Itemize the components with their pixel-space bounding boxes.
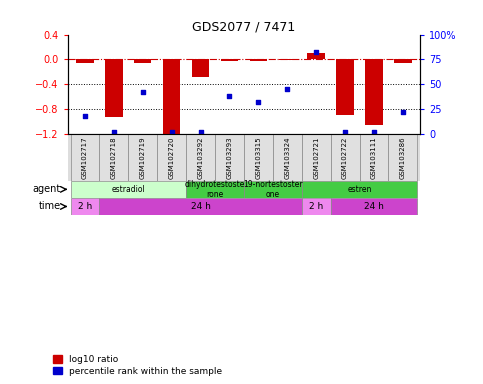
- Bar: [388, 134, 417, 181]
- Bar: [128, 134, 157, 181]
- Point: [341, 129, 349, 135]
- Text: dihydrotestoste
rone: dihydrotestoste rone: [185, 180, 245, 199]
- Point: [370, 129, 378, 135]
- Text: GSM103315: GSM103315: [256, 136, 261, 179]
- Point: [197, 129, 204, 135]
- Bar: [244, 134, 273, 181]
- Bar: [273, 134, 302, 181]
- Bar: [192, 60, 209, 77]
- Text: GSM102722: GSM102722: [342, 136, 348, 179]
- Text: 2 h: 2 h: [309, 202, 323, 211]
- Bar: [76, 60, 94, 63]
- Bar: [134, 60, 152, 63]
- Text: estradiol: estradiol: [112, 185, 145, 194]
- Bar: [331, 134, 359, 181]
- Bar: [331, 198, 417, 215]
- Bar: [394, 60, 412, 63]
- Text: GSM102717: GSM102717: [82, 136, 88, 179]
- Bar: [99, 134, 128, 181]
- Bar: [71, 181, 186, 198]
- Point: [81, 113, 89, 119]
- Text: GSM103324: GSM103324: [284, 136, 290, 179]
- Text: 24 h: 24 h: [364, 202, 384, 211]
- Text: 19-nortestoster
one: 19-nortestoster one: [243, 180, 303, 199]
- Text: GSM103286: GSM103286: [400, 136, 406, 179]
- Text: time: time: [39, 202, 60, 212]
- Text: GSM103111: GSM103111: [371, 136, 377, 179]
- Bar: [186, 181, 244, 198]
- Bar: [302, 198, 331, 215]
- Point: [226, 93, 233, 99]
- Point: [139, 89, 147, 95]
- Text: GSM102720: GSM102720: [169, 136, 175, 179]
- Bar: [105, 60, 123, 117]
- Text: GSM102719: GSM102719: [140, 136, 146, 179]
- Text: GSM102718: GSM102718: [111, 136, 117, 179]
- Bar: [365, 60, 383, 125]
- Bar: [163, 60, 180, 139]
- Bar: [302, 134, 331, 181]
- Bar: [71, 198, 99, 215]
- Bar: [359, 134, 388, 181]
- Bar: [336, 60, 354, 116]
- Bar: [250, 60, 267, 61]
- Bar: [244, 181, 302, 198]
- Point: [284, 86, 291, 93]
- Point: [313, 50, 320, 56]
- Bar: [221, 60, 238, 61]
- Bar: [215, 134, 244, 181]
- Text: GSM103293: GSM103293: [227, 136, 232, 179]
- Bar: [308, 53, 325, 60]
- Text: 24 h: 24 h: [191, 202, 211, 211]
- Text: GSM102721: GSM102721: [313, 136, 319, 179]
- Bar: [71, 134, 99, 181]
- Text: agent: agent: [32, 184, 60, 194]
- Bar: [186, 134, 215, 181]
- Text: 2 h: 2 h: [78, 202, 92, 211]
- Title: GDS2077 / 7471: GDS2077 / 7471: [192, 20, 296, 33]
- Bar: [157, 134, 186, 181]
- Text: estren: estren: [347, 185, 372, 194]
- Text: GSM103292: GSM103292: [198, 136, 203, 179]
- Point: [399, 109, 407, 115]
- Bar: [99, 198, 302, 215]
- Legend: log10 ratio, percentile rank within the sample: log10 ratio, percentile rank within the …: [53, 355, 222, 376]
- Point: [255, 99, 262, 105]
- Point: [110, 129, 118, 135]
- Bar: [302, 181, 417, 198]
- Point: [168, 129, 175, 135]
